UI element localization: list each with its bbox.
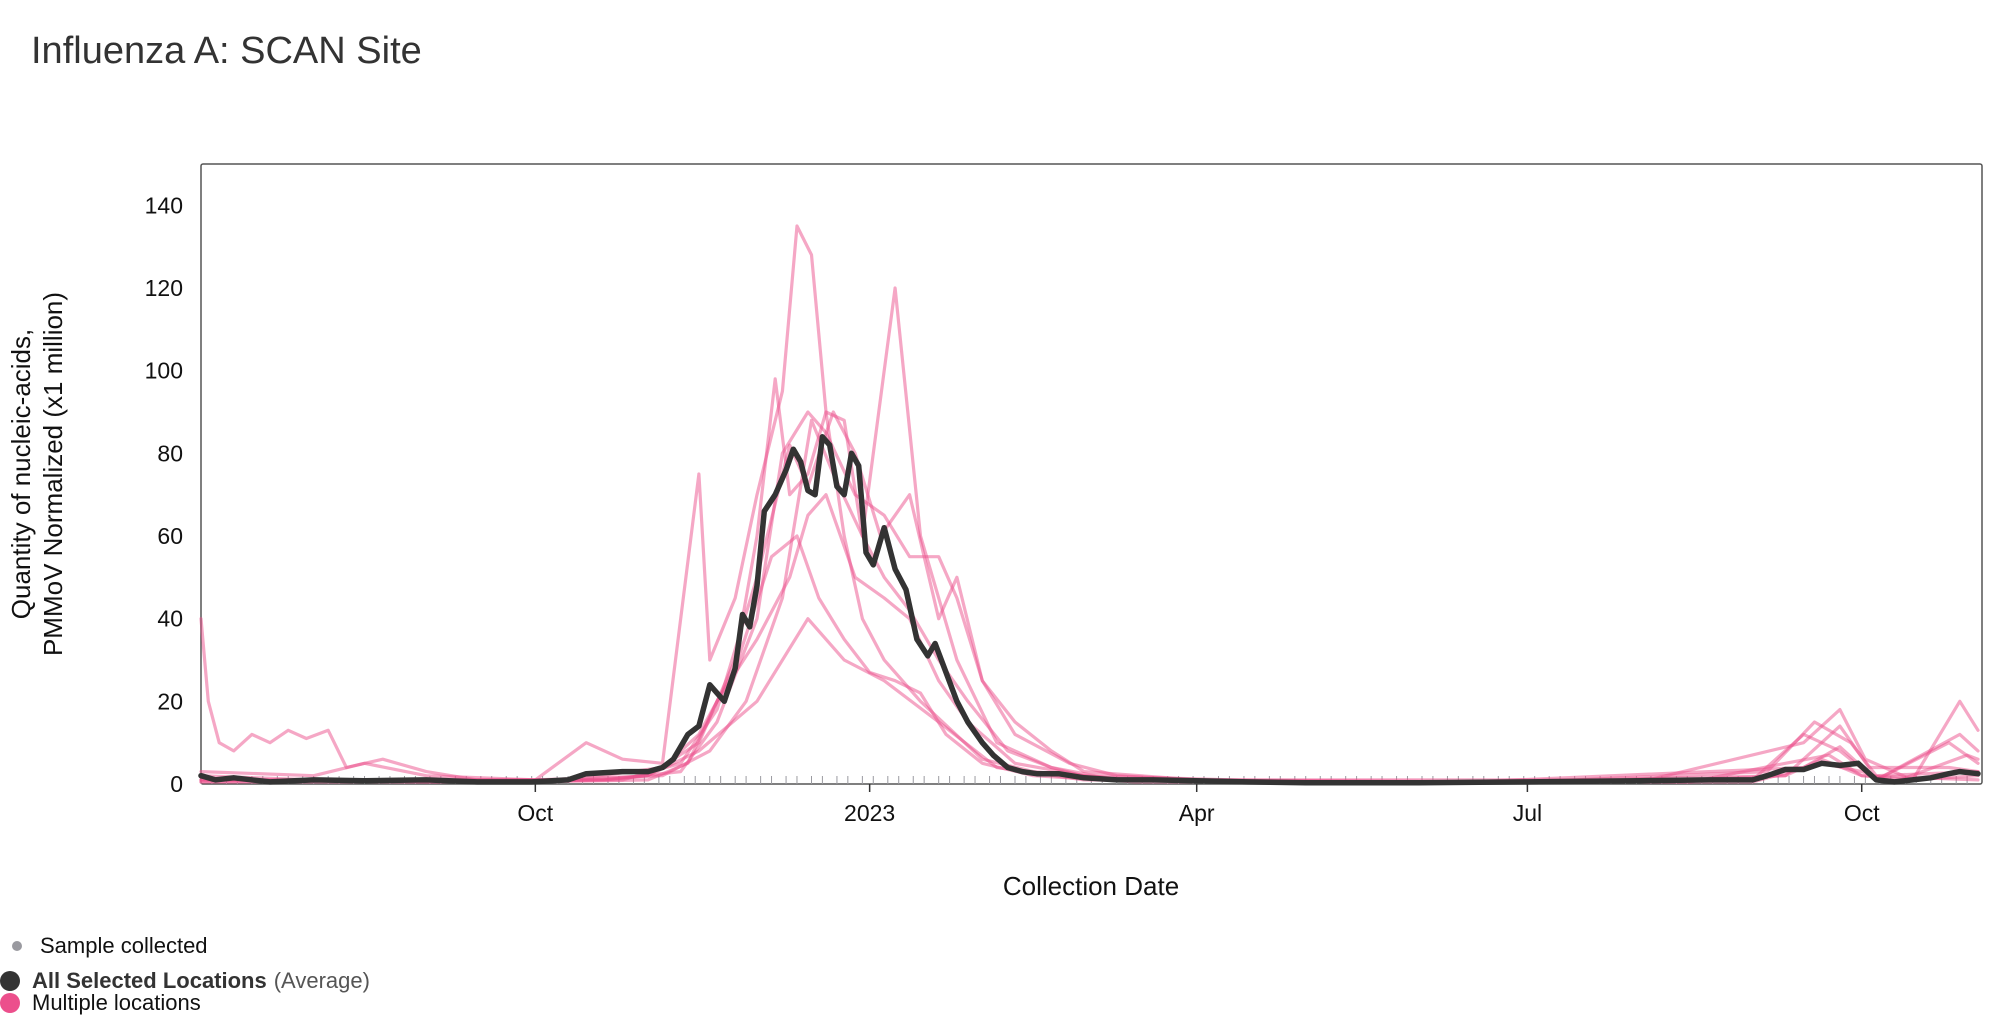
multiple-dot-icon (0, 993, 20, 1013)
average-layer (198, 434, 1981, 786)
y-tick-label: 100 (145, 358, 183, 384)
y-axis-title-line-2: PMMoV Normalized (x1 million) (38, 292, 68, 656)
x-tick-label: 2023 (844, 800, 895, 826)
average-series-line[interactable] (198, 434, 1981, 786)
x-axis-title: Collection Date (1003, 871, 1179, 901)
y-tick-label: 80 (157, 440, 183, 466)
legend-item-multiple[interactable]: Multiple locations (0, 990, 201, 1016)
legend-average-suffix: (Average) (273, 968, 370, 993)
plot-frame (200, 163, 1983, 785)
location-series-line[interactable] (199, 410, 1980, 784)
chart-container: 0 20 40 60 80 100 120 140 Oct 2023 Apr Jul Oct Coll… (6, 163, 1983, 901)
legend-item-sample[interactable]: Sample collected (12, 933, 208, 959)
x-tick-label: Oct (1844, 800, 1880, 826)
legend-item-average[interactable]: All Selected Locations (Average) (0, 968, 370, 994)
legend-multiple-label: Multiple locations (32, 990, 201, 1015)
y-axis-ticks: 0 20 40 60 80 100 120 140 (145, 192, 183, 797)
x-axis-ticks: Oct 2023 Apr Jul Oct (517, 784, 1880, 826)
y-tick-label: 140 (145, 192, 183, 218)
x-tick-label: Jul (1513, 800, 1542, 826)
x-tick-label: Apr (1179, 800, 1215, 826)
y-tick-label: 0 (170, 771, 183, 797)
y-tick-label: 120 (145, 275, 183, 301)
y-tick-label: 20 (157, 688, 183, 714)
page-title: Influenza A: SCAN Site (31, 30, 422, 72)
legend-sample-label: Sample collected (40, 933, 208, 958)
legend-average-label: All Selected Locations (32, 968, 267, 993)
y-tick-label: 60 (157, 523, 183, 549)
y-axis-title-line-1: Quantity of nucleic-acids, (6, 329, 36, 619)
y-tick-label: 40 (157, 606, 183, 632)
location-series-line[interactable] (199, 418, 1980, 784)
x-tick-label: Oct (517, 800, 553, 826)
sample-dot-icon (12, 941, 22, 951)
chart-svg: 0 20 40 60 80 100 120 140 Oct 2023 Apr Jul Oct Coll… (6, 163, 1983, 901)
location-series-line[interactable] (199, 410, 1980, 784)
average-dot-icon (0, 971, 20, 991)
